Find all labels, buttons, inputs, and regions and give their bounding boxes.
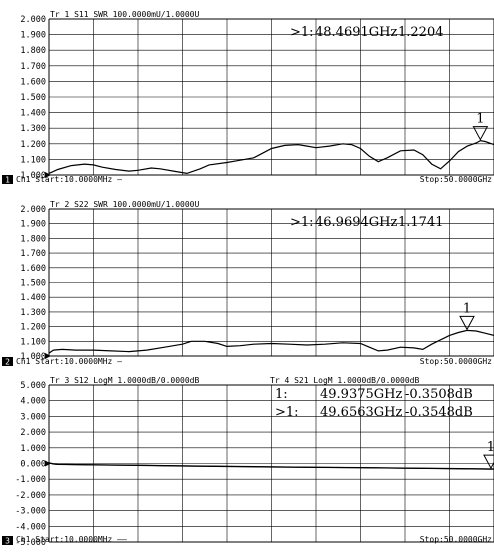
y-tick-label: -1.000 xyxy=(15,475,46,485)
y-tick-label: 2.000 xyxy=(20,205,46,215)
marker-readout-freq: 49.9375GHz xyxy=(320,387,402,402)
y-tick-label: -5.000 xyxy=(15,538,46,548)
y-tick-label: 1.000 xyxy=(20,352,46,362)
y-tick-label: 2.000 xyxy=(20,15,46,25)
y-tick-label: -4.000 xyxy=(15,522,46,532)
y-tick-label: 1.800 xyxy=(20,234,46,244)
y-tick-label: 1.000 xyxy=(20,444,46,454)
marker-triangle xyxy=(472,126,489,141)
channel-badge xyxy=(2,357,13,366)
footer-stop: Stop:50.0000GHz xyxy=(420,535,492,544)
y-tick-label: 1.100 xyxy=(20,155,46,165)
trace-line xyxy=(48,462,494,470)
trace-line xyxy=(48,329,494,354)
trace-header: Tr 3 S12 LogM 1.0000dB/0.0000dB xyxy=(50,376,199,385)
y-tick-label: 1.000 xyxy=(20,171,46,181)
y-tick-label: 1.200 xyxy=(20,323,46,333)
marker-readout-freq: 46.9694GHz xyxy=(315,215,397,230)
marker-readout-value: 1.1741 xyxy=(398,215,444,230)
grid xyxy=(48,18,494,176)
channel-badge xyxy=(2,175,13,184)
y-tick-label: 5.000 xyxy=(20,381,46,391)
footer-start: Ch1 Start:10.0000MHz —— xyxy=(16,535,127,544)
marker-readout-id: 1: xyxy=(275,387,288,402)
y-tick-label: 3.000 xyxy=(20,412,46,422)
channel-number: 1 xyxy=(5,176,10,185)
footer-start: Ch1 Start:10.0000MHz — xyxy=(16,175,122,184)
chart-s22-swr: Tr 2 S22 SWR 100.0000mU/1.0000U 2.000 1.90… xyxy=(2,200,494,367)
y-tick-label: 1.400 xyxy=(20,293,46,303)
y-tick-label: 1.800 xyxy=(20,46,46,56)
grid xyxy=(48,384,494,543)
marker-readout-value: -0.3508dB xyxy=(405,387,473,402)
footer-start: Ch1 Start:10.0000MHz — xyxy=(16,357,122,366)
trace-line xyxy=(48,139,494,175)
y-tick-label: -3.000 xyxy=(15,507,46,517)
marker-label: 1 xyxy=(487,440,494,455)
y-tick-label: 1.700 xyxy=(20,249,46,259)
y-tick-label: 1.200 xyxy=(20,140,46,150)
marker-triangle xyxy=(483,454,494,470)
marker-readout-value: -0.3548dB xyxy=(405,405,473,420)
y-tick-label: 1.600 xyxy=(20,77,46,87)
marker-triangle xyxy=(459,315,475,331)
reference-pointer xyxy=(45,172,51,178)
marker-readout-freq: 49.6563GHz xyxy=(320,405,402,420)
footer-stop: Stop:50.0000GHz xyxy=(420,175,492,184)
y-tick-label: 1.100 xyxy=(20,337,46,347)
marker-readout-freq: 48.4691GHz xyxy=(315,25,397,40)
y-tick-label: 1.700 xyxy=(20,62,46,72)
marker-readout-id: >1: xyxy=(275,405,299,420)
channel-number: 2 xyxy=(5,358,10,367)
reference-pointer xyxy=(45,353,51,359)
marker-readout-id: >1: xyxy=(290,215,314,230)
grid xyxy=(48,208,494,357)
y-tick-label: 1.300 xyxy=(20,124,46,134)
channel-number: 3 xyxy=(5,537,10,546)
y-tick-label: 1.500 xyxy=(20,279,46,289)
y-tick-label: 1.400 xyxy=(20,109,46,119)
y-tick-label: 4.000 xyxy=(20,397,46,407)
trace-header: Tr 2 S22 SWR 100.0000mU/1.0000U xyxy=(50,200,199,209)
y-tick-label: 1.600 xyxy=(20,264,46,274)
y-tick-label: 1.300 xyxy=(20,308,46,318)
marker-readout-value: 1.2204 xyxy=(398,25,444,40)
y-tick-label: 1.500 xyxy=(20,93,46,103)
marker-label: 1 xyxy=(476,112,484,127)
channel-panel-2: Tr 2 S22 SWR 100.0000mU/1.0000U 2.000 1.90… xyxy=(0,193,494,376)
footer-stop: Stop:50.0000GHz xyxy=(420,357,492,366)
y-tick-label: 0.000 xyxy=(20,460,46,470)
marker-readout-id: >1: xyxy=(290,25,314,40)
trace-header: Tr 4 S21 LogM 1.0000dB/0.0000dB xyxy=(270,376,419,385)
y-tick-label: 1.900 xyxy=(20,31,46,41)
chart-s11-swr: Tr 1 S11 SWR 100.0000mU/1.0000U 2.000 1.90… xyxy=(2,10,494,185)
channel-panel-3: Tr 3 S12 LogM 1.0000dB/0.0000dB Tr 4 S21 … xyxy=(0,376,494,552)
channel-panel-1: Tr 1 S11 SWR 100.0000mU/1.0000U 2.000 1.90… xyxy=(0,0,494,193)
y-tick-label: 1.900 xyxy=(20,220,46,230)
chart-s12-s21-logm: Tr 3 S12 LogM 1.0000dB/0.0000dB Tr 4 S21 … xyxy=(2,376,494,548)
trace-header: Tr 1 S11 SWR 100.0000mU/1.0000U xyxy=(50,10,199,19)
channel-badge xyxy=(2,536,13,545)
marker-label: 1 xyxy=(463,301,471,316)
y-tick-label: 2.000 xyxy=(20,428,46,438)
reference-pointer xyxy=(45,460,51,467)
y-tick-label: -2.000 xyxy=(15,491,46,501)
